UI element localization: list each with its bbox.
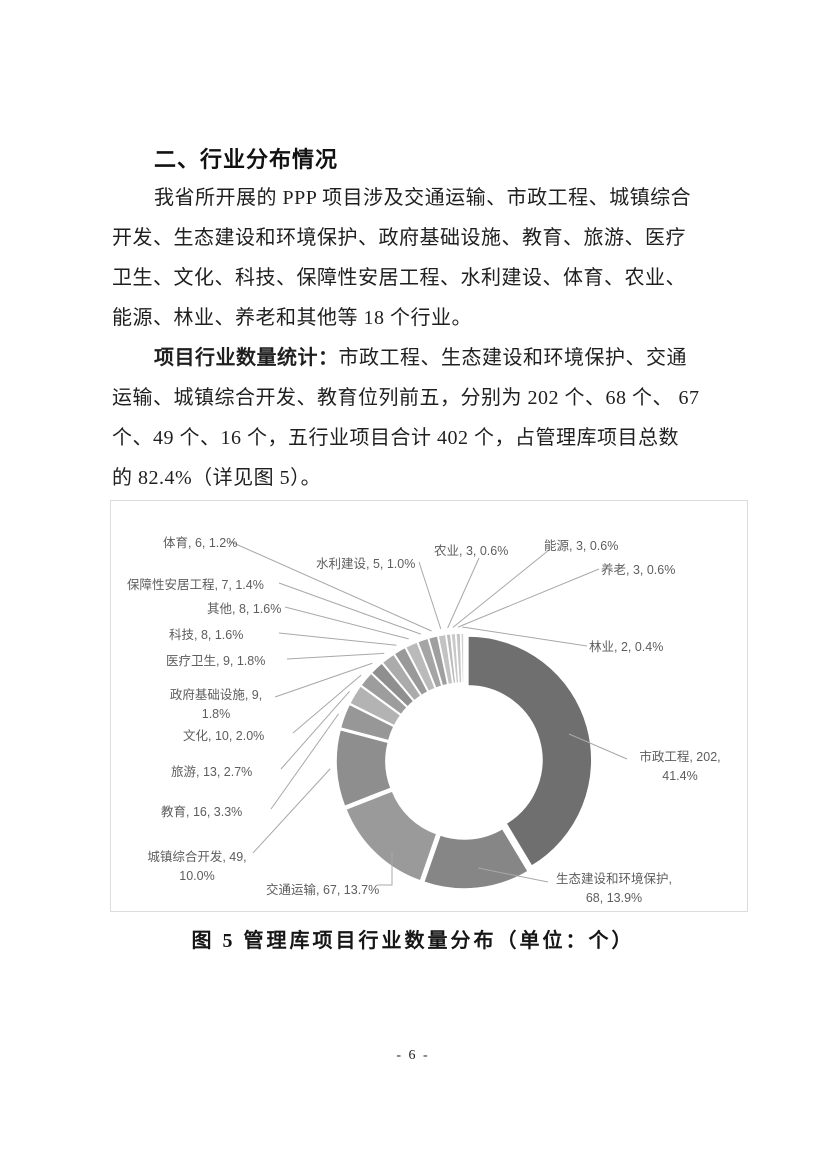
leader-line (278, 632, 397, 646)
leader-line (452, 549, 550, 628)
chart-label-line: 68, 13.9% (585, 891, 643, 905)
leader-line (292, 674, 362, 734)
chart-label-line: 体育, 6, 1.2% (163, 536, 238, 550)
chart-label: 旅游, 13, 2.7% (171, 763, 281, 782)
leader-line (274, 662, 373, 698)
chart-label-line: 农业, 3, 0.6% (434, 544, 509, 558)
donut-slice-17 (459, 632, 465, 684)
chart-label-line: 旅游, 13, 2.7% (171, 765, 253, 779)
chart-label-line: 医疗卫生, 9, 1.8% (166, 654, 266, 668)
chart-label: 政府基础设施, 9, 1.8% (159, 686, 273, 724)
chart-label-line: 10.0% (179, 869, 215, 883)
chart-label-line: 1.8% (201, 707, 231, 721)
leader-line (280, 690, 350, 770)
leader-line (270, 713, 340, 810)
chart-label: 城镇综合开发, 49, 10.0% (137, 848, 257, 886)
leader-line (284, 606, 409, 640)
chart-label: 教育, 16, 3.3% (161, 803, 271, 822)
chart-label: 医疗卫生, 9, 1.8% (166, 652, 286, 671)
leader-line (418, 561, 442, 630)
chart-label-line: 文化, 10, 2.0% (183, 729, 265, 743)
text-line: 运输、城镇综合开发、教育位列前五，分别为 202 个、68 个、 67 (112, 387, 700, 409)
chart-label: 其他, 8, 1.6% (207, 600, 317, 619)
chart-label-line: 交通运输, 67, 13.7% (266, 883, 380, 897)
donut-slice-2 (344, 789, 438, 883)
chart-label: 能源, 3, 0.6% (544, 537, 644, 556)
leader-line (286, 652, 385, 660)
text-line: 能源、林业、养老和其他等 18 个行业。 (112, 307, 472, 329)
chart-label: 交通运输, 67, 13.7% (266, 881, 380, 900)
leader-line (568, 733, 628, 760)
donut-slice-1 (422, 827, 530, 890)
leader-line (252, 768, 331, 854)
chart-label-line: 水利建设, 5, 1.0% (316, 557, 416, 571)
chart-label-line: 养老, 3, 0.6% (601, 563, 676, 577)
chart-label: 农业, 3, 0.6% (434, 542, 534, 561)
text-line: 的 82.4%（详见图 5）。 (112, 467, 322, 489)
figure-caption: 图 5 管理库项目行业数量分布（单位：个） (191, 930, 635, 952)
chart-label-line: 教育, 16, 3.3% (161, 805, 243, 819)
leader-line (477, 867, 549, 883)
chart-label-line: 城镇综合开发, 49, (147, 850, 247, 864)
chart-label-line: 能源, 3, 0.6% (544, 539, 619, 553)
chart-label: 科技, 8, 1.6% (169, 626, 279, 645)
chart-label-line: 市政工程, 202, (639, 750, 721, 764)
page-number: - 6 - (396, 1048, 430, 1063)
leader-line (457, 568, 600, 628)
leader-line (278, 582, 421, 635)
leader-line (447, 557, 480, 629)
leader-line (228, 540, 432, 632)
industry-donut-chart: 市政工程, 202, 41.4% 生态建设和环境保护, 68, 13.9% 交通运输, … (110, 500, 748, 912)
chart-label-line: 林业, 2, 0.4% (589, 640, 664, 654)
chart-label-line: 其他, 8, 1.6% (207, 602, 282, 616)
text-span: 市政工程、生态建设和环境保护、交通 (338, 347, 687, 369)
paragraph-statistics: 项目行业数量统计：市政工程、生态建设和环境保护、交通 运输、城镇综合开发、教育位… (112, 338, 720, 498)
chart-label-line: 生态建设和环境保护, (556, 872, 672, 886)
chart-label: 体育, 6, 1.2% (163, 534, 273, 553)
chart-label-line: 41.4% (662, 769, 698, 783)
paragraph-industries: 我省所开展的 PPP 项目涉及交通运输、市政工程、城镇综合 开发、生态建设和环境… (112, 178, 720, 338)
chart-label: 生态建设和环境保护, 68, 13.9% (539, 870, 689, 908)
leader-line (377, 851, 393, 886)
chart-label-line: 科技, 8, 1.6% (169, 628, 244, 642)
chart-label: 养老, 3, 0.6% (601, 561, 701, 580)
section-heading: 二、行业分布情况 (154, 147, 339, 172)
chart-label: 文化, 10, 2.0% (183, 727, 293, 746)
chart-label-line: 政府基础设施, 9, (169, 688, 263, 702)
text-line: 卫生、文化、科技、保障性安居工程、水利建设、体育、农业、 (112, 267, 686, 289)
chart-label: 市政工程, 202, 41.4% (627, 748, 733, 786)
text-line: 我省所开展的 PPP 项目涉及交通运输、市政工程、城镇综合 (154, 187, 692, 209)
leader-line (462, 626, 588, 647)
text-line: 开发、生态建设和环境保护、政府基础设施、教育、旅游、医疗 (112, 227, 686, 249)
chart-label: 林业, 2, 0.4% (589, 638, 689, 657)
chart-label: 水利建设, 5, 1.0% (316, 555, 436, 574)
paragraph-bold-lead: 项目行业数量统计： (154, 347, 339, 369)
chart-label: 保障性安居工程, 7, 1.4% (127, 576, 277, 595)
text-line: 项目行业数量统计：市政工程、生态建设和环境保护、交通 (112, 338, 720, 378)
text-line: 个、49 个、16 个，五行业项目合计 402 个，占管理库项目总数 (112, 427, 679, 449)
chart-label-line: 保障性安居工程, 7, 1.4% (127, 578, 264, 592)
donut-slice-3 (335, 728, 393, 808)
donut-slice-0 (467, 635, 593, 868)
donut-chart-canvas (228, 540, 628, 890)
